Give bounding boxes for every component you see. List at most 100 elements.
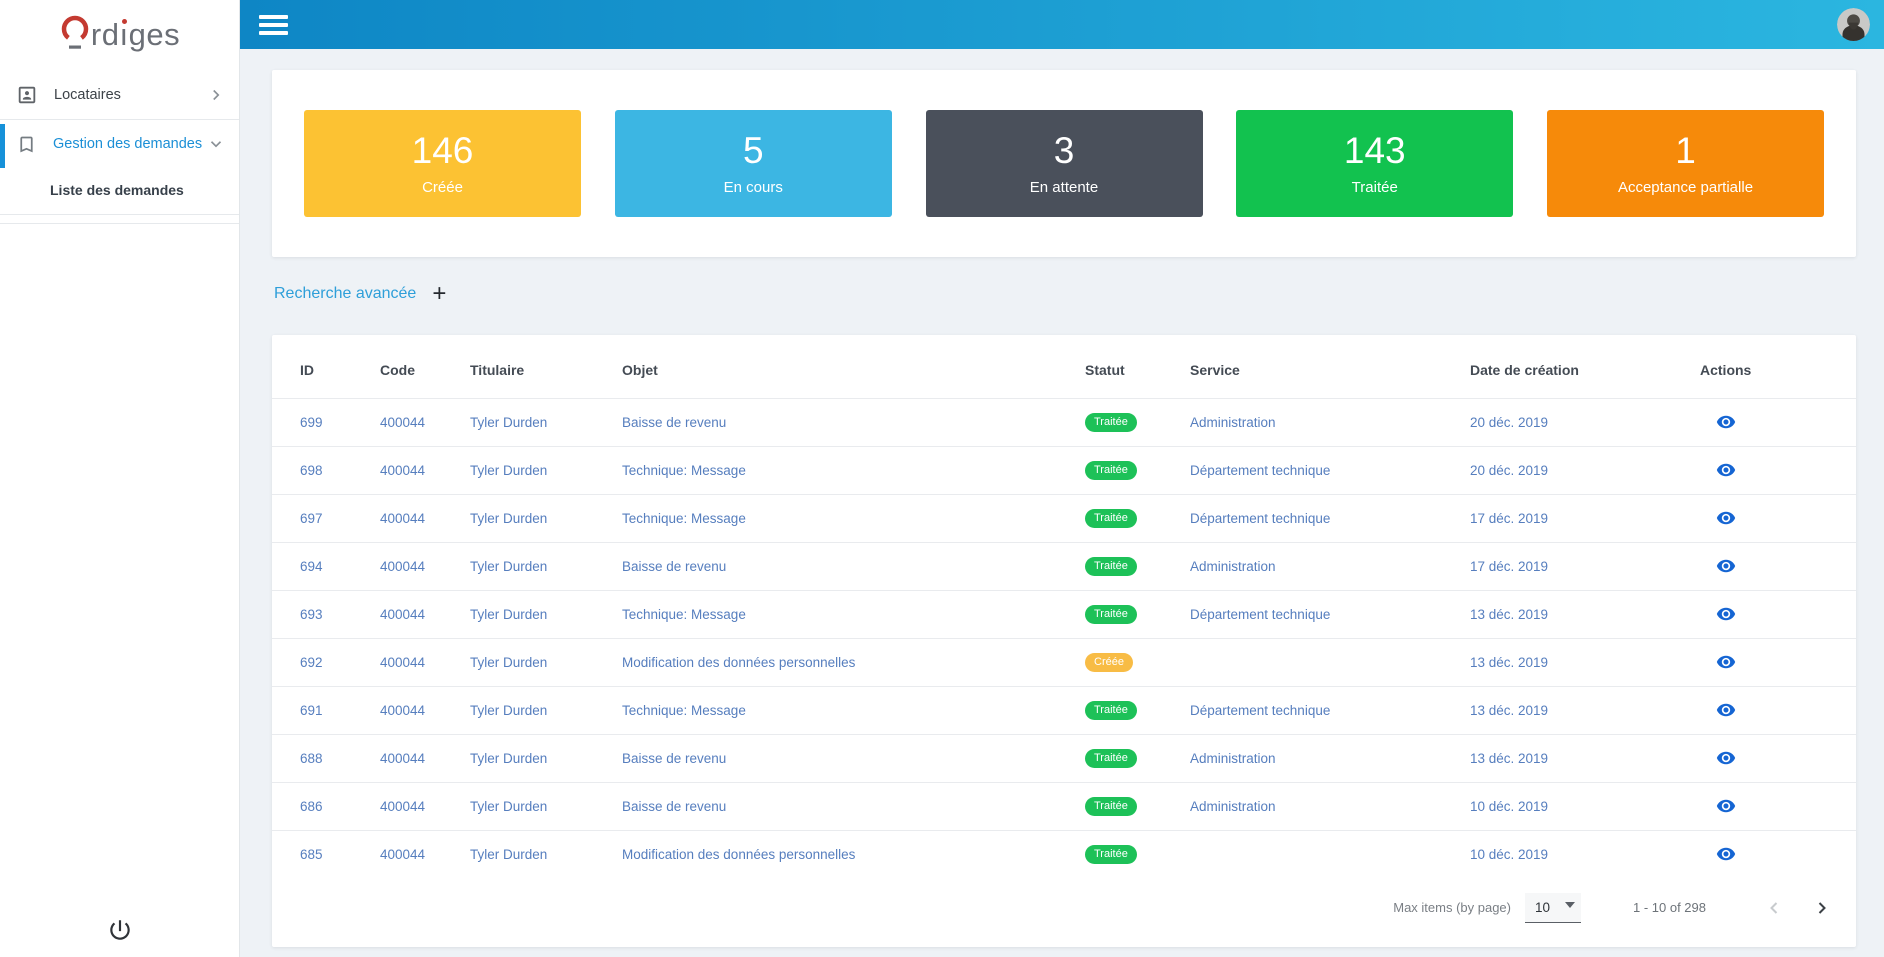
row-service: Département technique (1190, 511, 1331, 526)
table-row[interactable]: 698 400044 Tyler Durden Technique: Messa… (272, 446, 1856, 495)
stat-card-value: 5 (742, 130, 764, 172)
table-row[interactable]: 692 400044 Tyler Durden Modification des… (272, 638, 1856, 687)
row-id[interactable]: 697 (300, 511, 323, 526)
status-badge: Traitée (1085, 556, 1137, 577)
sidebar-item-locataires[interactable]: Locataires (0, 71, 239, 119)
view-request-button[interactable] (1714, 650, 1738, 674)
avatar-image (1837, 8, 1870, 41)
status-badge: Traitée (1085, 460, 1137, 481)
row-date: 10 déc. 2019 (1470, 847, 1549, 863)
stat-card-value: 3 (1053, 130, 1075, 172)
table-row[interactable]: 693 400044 Tyler Durden Technique: Messa… (272, 590, 1856, 639)
row-id[interactable]: 698 (300, 463, 323, 478)
view-request-button[interactable] (1714, 554, 1738, 578)
row-id[interactable]: 694 (300, 559, 323, 574)
view-request-button[interactable] (1714, 602, 1738, 626)
table-row[interactable]: 685 400044 Tyler Durden Modification des… (272, 830, 1856, 879)
row-id[interactable]: 691 (300, 703, 323, 718)
previous-page-button[interactable] (1762, 896, 1786, 920)
row-id[interactable]: 693 (300, 607, 323, 622)
eye-icon (1716, 511, 1736, 525)
row-objet: Technique: Message (622, 511, 746, 526)
row-id[interactable]: 685 (300, 847, 323, 863)
expand-search-button[interactable]: + (432, 282, 446, 306)
view-request-button[interactable] (1714, 794, 1738, 818)
page-size-select[interactable]: 10 (1525, 892, 1581, 923)
view-request-button[interactable] (1714, 506, 1738, 530)
row-objet: Baisse de revenu (622, 751, 727, 766)
table-row[interactable]: 697 400044 Tyler Durden Technique: Messa… (272, 494, 1856, 543)
active-indicator (0, 124, 5, 168)
logout-button[interactable] (107, 917, 133, 943)
stat-card-label: Créée (422, 178, 463, 196)
main-area: 146 Créée 5 En cours 3 En attente 143 Tr… (240, 0, 1884, 957)
chevron-left-icon (1770, 901, 1778, 914)
row-titulaire: Tyler Durden (470, 799, 548, 814)
table-row[interactable]: 691 400044 Tyler Durden Technique: Messa… (272, 686, 1856, 735)
sidebar-item-gestion-des-demandes[interactable]: Gestion des demandes (0, 120, 239, 168)
row-id[interactable]: 692 (300, 655, 323, 670)
table-row[interactable]: 688 400044 Tyler Durden Baisse de revenu… (272, 734, 1856, 783)
row-id[interactable]: 688 (300, 751, 323, 766)
view-request-button[interactable] (1714, 458, 1738, 482)
row-code: 400044 (380, 703, 426, 718)
row-titulaire: Tyler Durden (470, 751, 548, 766)
eye-icon (1716, 463, 1736, 477)
row-date: 17 déc. 2019 (1470, 559, 1549, 574)
stat-card: 143 Traitée (1236, 110, 1514, 217)
table-row[interactable]: 694 400044 Tyler Durden Baisse de revenu… (272, 542, 1856, 591)
row-date: 17 déc. 2019 (1470, 511, 1549, 526)
table-row[interactable]: 699 400044 Tyler Durden Baisse de revenu… (272, 398, 1856, 447)
row-code: 400044 (380, 463, 426, 478)
eye-icon (1716, 655, 1736, 669)
menu-toggle-button[interactable] (253, 5, 294, 45)
row-id[interactable]: 699 (300, 415, 323, 430)
user-avatar[interactable] (1837, 8, 1870, 41)
stat-card: 1 Acceptance partialle (1547, 110, 1824, 217)
view-request-button[interactable] (1714, 842, 1738, 866)
status-badge: Créée (1085, 652, 1133, 673)
pagination-range: 1 - 10 of 298 (1633, 900, 1706, 915)
stat-cards: 146 Créée 5 En cours 3 En attente 143 Tr… (304, 110, 1824, 217)
row-code: 400044 (380, 607, 426, 622)
next-page-button[interactable] (1810, 896, 1834, 920)
row-code: 400044 (380, 415, 426, 430)
eye-icon (1716, 799, 1736, 813)
stat-card: 3 En attente (925, 110, 1203, 217)
table-row[interactable]: 686 400044 Tyler Durden Baisse de revenu… (272, 782, 1856, 831)
column-header-id: ID (300, 362, 314, 378)
view-request-button[interactable] (1714, 746, 1738, 770)
row-service: Administration (1190, 415, 1276, 430)
view-request-button[interactable] (1714, 410, 1738, 434)
status-badge: Traitée (1085, 796, 1137, 817)
row-objet: Baisse de revenu (622, 799, 727, 814)
column-header-actions: Actions (1700, 362, 1752, 378)
eye-icon (1716, 703, 1736, 717)
row-code: 400044 (380, 511, 426, 526)
row-code: 400044 (380, 847, 426, 863)
sidebar: rdı ges Locataires (0, 0, 240, 957)
row-titulaire: Tyler Durden (470, 847, 548, 863)
row-date: 13 déc. 2019 (1470, 751, 1549, 766)
status-badge: Traitée (1085, 508, 1137, 529)
page-content: 146 Créée 5 En cours 3 En attente 143 Tr… (240, 49, 1884, 957)
row-id[interactable]: 686 (300, 799, 323, 814)
row-titulaire: Tyler Durden (470, 511, 548, 526)
status-badge: Traitée (1085, 845, 1137, 865)
chevron-right-icon (207, 86, 225, 104)
requests-table: ID Code Titulaire Objet Statut Service D… (272, 335, 1856, 879)
status-badge: Traitée (1085, 604, 1137, 625)
status-badge: Traitée (1085, 748, 1137, 769)
plus-icon: + (432, 280, 447, 307)
column-header-code: Code (380, 362, 415, 378)
view-request-button[interactable] (1714, 698, 1738, 722)
table-header-row: ID Code Titulaire Objet Statut Service D… (272, 335, 1856, 399)
sidebar-item-liste-des-demandes[interactable]: Liste des demandes (50, 182, 184, 198)
stat-card-label: En cours (723, 178, 783, 196)
row-date: 10 déc. 2019 (1470, 799, 1549, 814)
row-code: 400044 (380, 799, 426, 814)
advanced-search-link[interactable]: Recherche avancée (274, 285, 417, 302)
table-body: 699 400044 Tyler Durden Baisse de revenu… (272, 398, 1856, 879)
column-header-objet: Objet (622, 362, 658, 378)
